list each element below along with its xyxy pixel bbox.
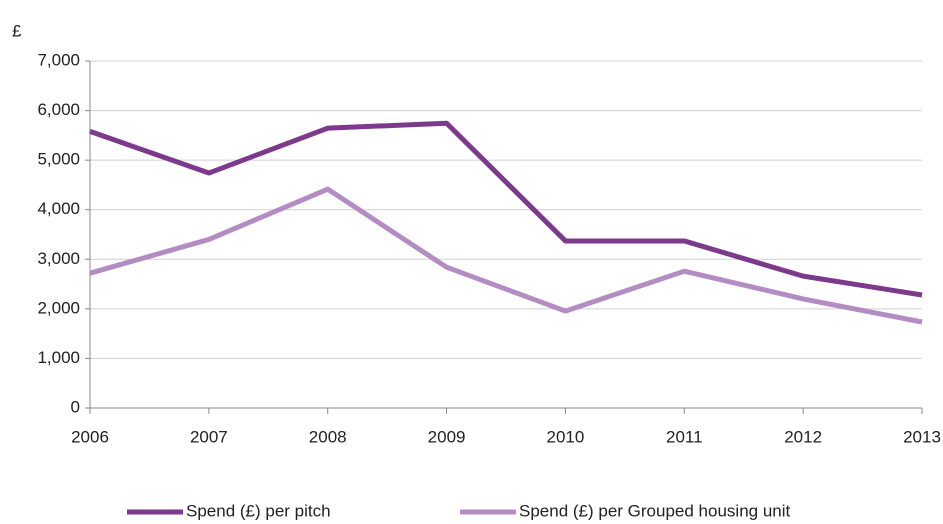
y-tick-label: 6,000 — [37, 100, 80, 119]
line-series — [89, 120, 923, 298]
line-series — [89, 186, 923, 325]
x-tick-label: 2010 — [547, 427, 585, 446]
x-tick-label: 2008 — [309, 427, 347, 446]
x-tick-label: 2007 — [190, 427, 228, 446]
y-axis-label: £ — [12, 21, 22, 40]
y-tick-label: 1,000 — [37, 348, 80, 367]
y-tick-label: 0 — [71, 397, 80, 416]
x-tick-label: 2012 — [784, 427, 822, 446]
x-tick-label: 2009 — [428, 427, 466, 446]
legend-label: Spend (£) per pitch — [186, 501, 331, 520]
y-tick-label: 2,000 — [37, 298, 80, 317]
x-tick-label: 2013 — [903, 427, 941, 446]
y-tick-label: 7,000 — [37, 50, 80, 69]
y-tick-label: 5,000 — [37, 150, 80, 169]
y-tick-label: 4,000 — [37, 199, 80, 218]
x-tick-label: 2011 — [666, 427, 703, 446]
y-tick-label: 3,000 — [37, 249, 80, 268]
x-tick-label: 2006 — [71, 427, 109, 446]
legend-label: Spend (£) per Grouped housing unit — [519, 501, 791, 520]
